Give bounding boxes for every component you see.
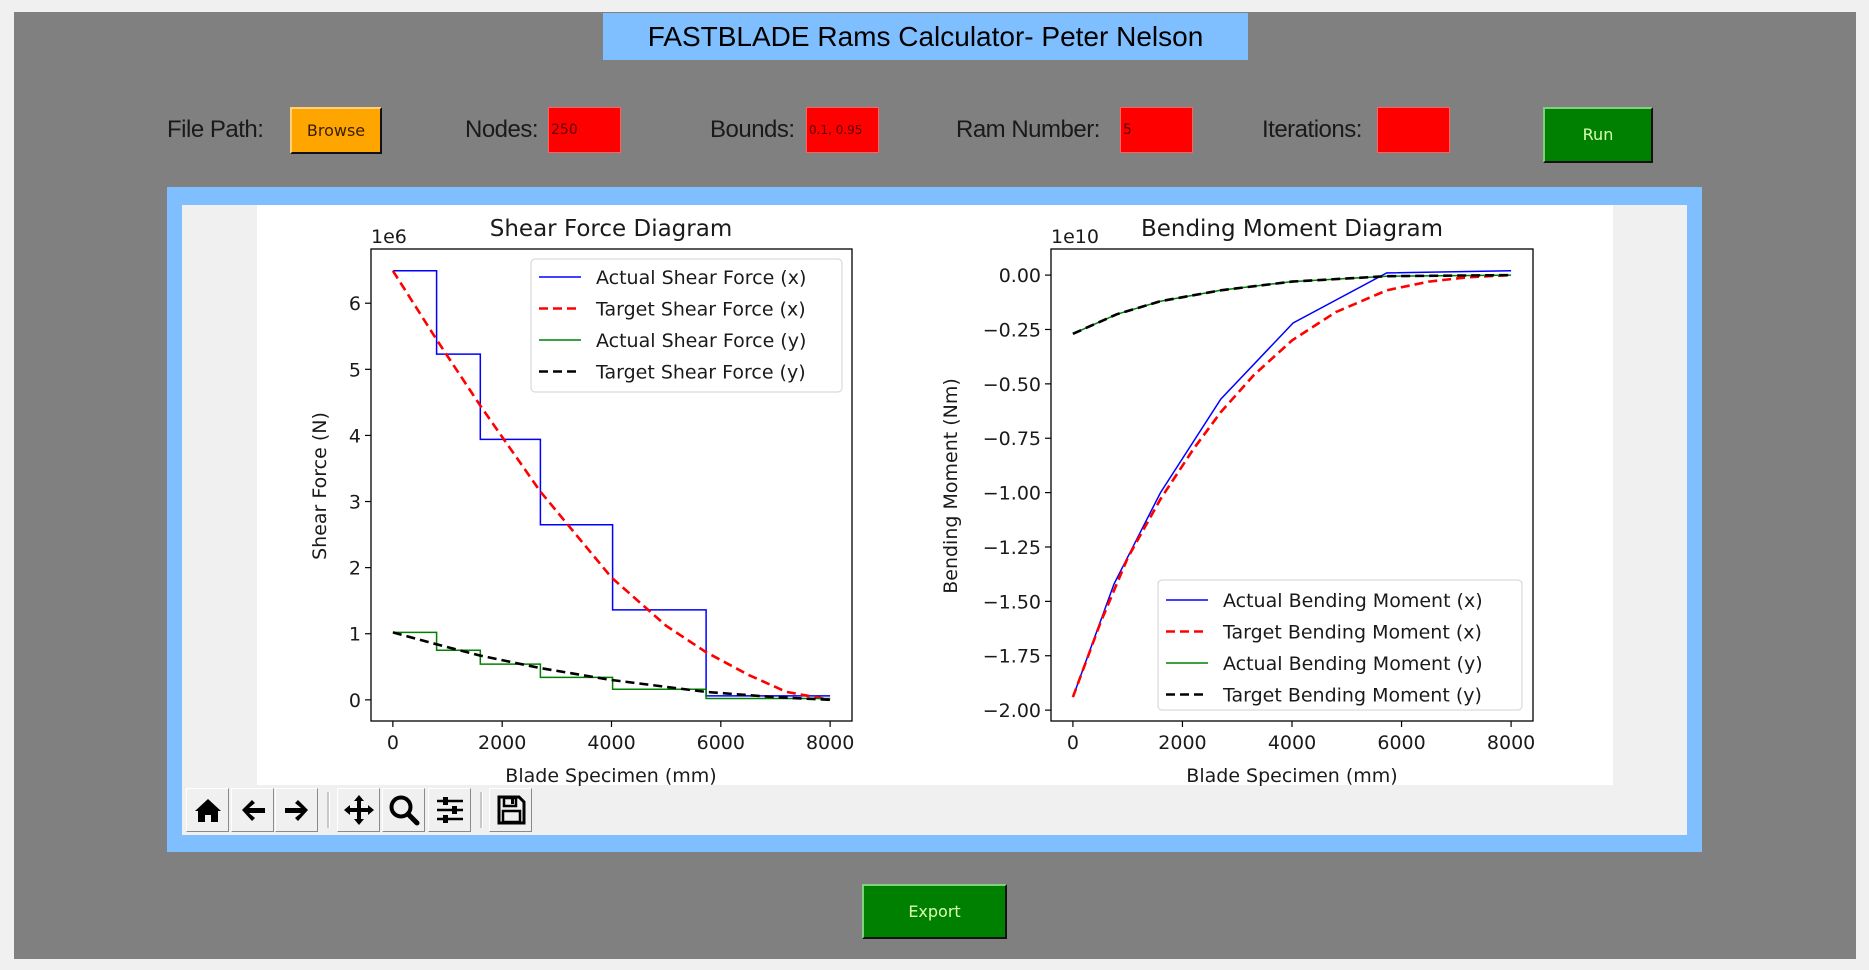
x-tick-label: 6000 bbox=[697, 732, 745, 754]
legend-box bbox=[1157, 579, 1523, 711]
y-tick-label: 4 bbox=[349, 425, 361, 447]
y-tick-label: −1.00 bbox=[983, 483, 1041, 505]
y-tick-label: 1 bbox=[349, 624, 361, 646]
legend: Actual Shear Force (x) Target Shear Force… bbox=[530, 258, 843, 393]
y-tick-label: −0.25 bbox=[983, 319, 1041, 341]
legend-box bbox=[530, 258, 843, 393]
chart-title: Bending Moment Diagram bbox=[1141, 216, 1443, 242]
home-icon bbox=[194, 799, 221, 822]
chart-title: Shear Force Diagram bbox=[490, 216, 732, 242]
toolbar-forward-button[interactable] bbox=[275, 788, 318, 832]
ram-number-input[interactable]: 5 bbox=[1120, 107, 1193, 153]
export-button[interactable]: Export bbox=[862, 884, 1007, 939]
toolbar-back-button[interactable] bbox=[231, 788, 274, 832]
x-tick-label: 6000 bbox=[1377, 732, 1425, 754]
y-tick-label: 3 bbox=[349, 492, 361, 514]
y-tick-label: −1.75 bbox=[983, 646, 1041, 668]
y-tick-label: −1.50 bbox=[983, 591, 1041, 613]
series-line-4 bbox=[1072, 273, 1512, 335]
series-line-2 bbox=[1071, 273, 1512, 698]
toolbar-separator bbox=[480, 792, 483, 828]
bending-moment-chart: Bending Moment Diagram 1e10 Blade Specim… bbox=[940, 216, 1535, 787]
axes-frame bbox=[1050, 248, 1534, 722]
iterations-label: Iterations: bbox=[1262, 116, 1362, 143]
x-tick-label: 0 bbox=[387, 732, 399, 754]
nodes-input[interactable]: 250 bbox=[548, 107, 621, 153]
pan-move-icon bbox=[343, 795, 374, 825]
axis-ticks: 0 2000 4000 6000 8000 0 1 2 3 4 5 6 bbox=[349, 293, 854, 754]
shear-force-chart: Shear Force Diagram 1e6 Blade Specimen (… bbox=[309, 216, 854, 787]
toolbar-home-button[interactable] bbox=[186, 788, 229, 832]
file-path-label: File Path: bbox=[167, 116, 264, 143]
legend-label: Target Bending Moment (y) bbox=[1222, 685, 1482, 707]
legend-label: Actual Shear Force (y) bbox=[596, 330, 806, 352]
y-offset-label: 1e10 bbox=[1051, 226, 1099, 248]
legend-label: Target Shear Force (y) bbox=[595, 362, 806, 384]
x-tick-label: 2000 bbox=[478, 732, 526, 754]
x-axis-label: Blade Specimen (mm) bbox=[1186, 765, 1397, 787]
bounds-input[interactable]: 0.1, 0.95 bbox=[806, 107, 879, 153]
run-button[interactable]: Run bbox=[1543, 107, 1653, 163]
series-lines bbox=[1071, 270, 1512, 698]
series-line-3 bbox=[392, 631, 831, 700]
y-tick-label: 6 bbox=[349, 293, 361, 315]
x-tick-label: 8000 bbox=[806, 732, 854, 754]
toolbar-separator bbox=[327, 792, 330, 828]
y-axis-label: Bending Moment (Nm) bbox=[940, 378, 962, 594]
back-arrow-icon bbox=[241, 800, 265, 821]
y-tick-label: −1.25 bbox=[983, 537, 1041, 559]
y-offset-label: 1e6 bbox=[371, 226, 407, 248]
y-tick-label: −0.50 bbox=[983, 374, 1041, 396]
x-tick-label: 0 bbox=[1067, 732, 1079, 754]
toolbar-pan-button[interactable] bbox=[337, 788, 380, 832]
toolbar-zoom-button[interactable] bbox=[382, 788, 425, 832]
app-title: FASTBLADE Rams Calculator- Peter Nelson bbox=[603, 13, 1248, 60]
forward-arrow-icon bbox=[284, 800, 308, 821]
series-line-1 bbox=[392, 270, 831, 697]
series-line-2 bbox=[391, 270, 831, 702]
legend-label: Target Shear Force (x) bbox=[595, 299, 806, 321]
y-tick-label: 2 bbox=[349, 558, 361, 580]
y-tick-label: 5 bbox=[349, 359, 361, 381]
series-lines bbox=[391, 270, 831, 702]
bounds-label: Bounds: bbox=[710, 116, 795, 143]
axes-frame bbox=[370, 248, 853, 722]
series-line-4 bbox=[392, 631, 831, 702]
x-tick-label: 4000 bbox=[1268, 732, 1316, 754]
legend-label: Actual Shear Force (x) bbox=[596, 267, 806, 289]
legend-label: Actual Bending Moment (y) bbox=[1223, 653, 1483, 675]
nodes-label: Nodes: bbox=[465, 116, 539, 143]
series-line-1 bbox=[1072, 270, 1512, 698]
x-tick-label: 8000 bbox=[1487, 732, 1535, 754]
x-axis-label: Blade Specimen (mm) bbox=[505, 765, 716, 787]
y-axis-label: Shear Force (N) bbox=[309, 412, 331, 560]
y-tick-label: 0.00 bbox=[999, 265, 1041, 287]
x-tick-label: 4000 bbox=[587, 732, 635, 754]
toolbar-configure-button[interactable] bbox=[428, 788, 471, 832]
y-tick-label: −2.00 bbox=[983, 700, 1041, 722]
legend-label: Target Bending Moment (x) bbox=[1222, 622, 1482, 644]
zoom-magnifier-icon bbox=[389, 795, 419, 826]
y-tick-label: −0.75 bbox=[983, 428, 1041, 450]
save-floppy-icon bbox=[497, 795, 525, 825]
legend-label: Actual Bending Moment (x) bbox=[1223, 590, 1483, 612]
iterations-input[interactable] bbox=[1377, 107, 1450, 153]
legend: Actual Bending Moment (x) Target Bending … bbox=[1157, 579, 1523, 711]
configure-subplots-icon bbox=[436, 797, 463, 823]
axis-ticks: 0 2000 4000 6000 8000 0.00 −0.25 −0.50 −0.75 −1.0… bbox=[983, 265, 1536, 754]
toolbar-save-button[interactable] bbox=[489, 788, 532, 832]
x-tick-label: 2000 bbox=[1158, 732, 1206, 754]
browse-button[interactable]: Browse bbox=[290, 107, 382, 154]
y-tick-label: 0 bbox=[349, 690, 361, 712]
ram-number-label: Ram Number: bbox=[956, 116, 1100, 143]
